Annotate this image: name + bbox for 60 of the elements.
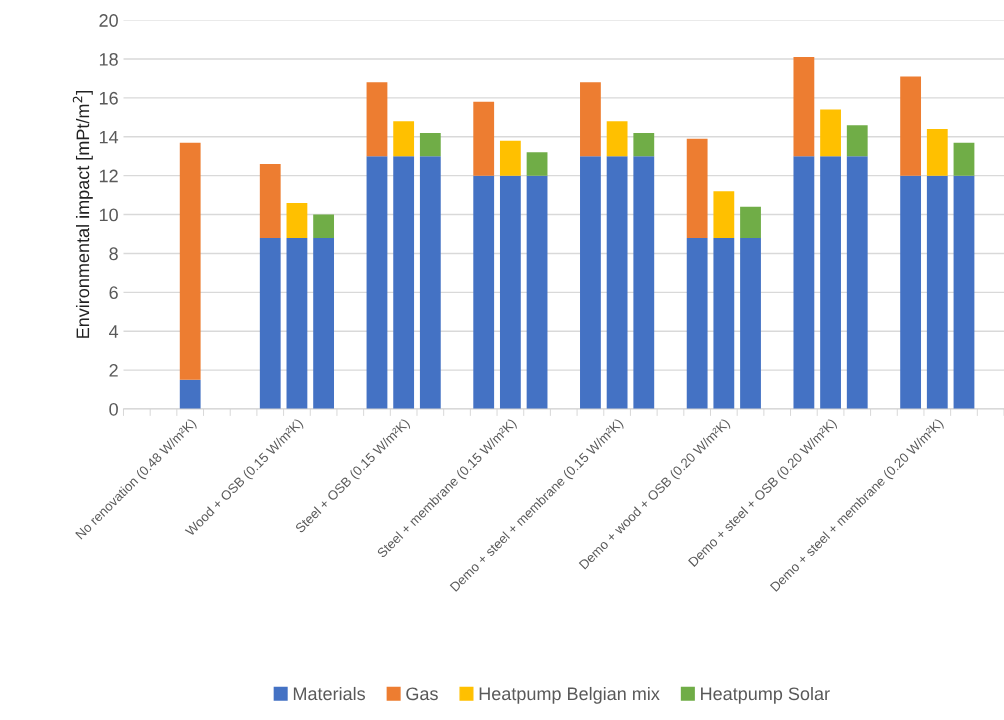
bar [686,237,708,409]
bar [953,175,975,409]
bar [286,237,308,409]
bar [953,142,975,176]
bar [286,202,308,238]
bar [846,156,868,409]
bar [526,152,548,176]
bar [580,82,601,157]
y-tick-label: 8 [109,247,118,261]
bar [499,175,521,409]
bar [179,142,201,380]
bar [713,191,735,238]
bar [793,57,815,157]
bar [606,156,628,409]
bar [633,132,655,157]
bar [900,175,922,409]
bar [686,138,708,238]
legend-label: Gas [406,687,438,701]
bar [473,175,495,409]
bar [633,156,655,409]
y-tick-label: 0 [109,402,118,416]
bar [820,109,841,157]
bar [419,132,441,157]
legend-label: Heatpump Belgian mix [479,686,660,704]
bar [846,125,868,157]
bar [606,121,628,157]
y-tick-label: 14 [99,130,119,144]
bar [366,156,388,409]
y-tick-label: 16 [99,91,118,105]
bar [793,156,815,409]
bar [740,206,761,238]
y-tick-label: 18 [99,52,118,66]
y-tick-label: 10 [99,208,118,222]
bar [926,129,948,176]
bar [820,156,841,409]
bar [926,175,948,409]
bar [740,237,761,409]
bar [499,140,521,176]
bar [313,237,335,409]
y-tick-label: 4 [109,325,119,338]
y-axis-title: Environmental impact [mPt/m$^{2}$] [72,91,93,338]
bar [179,379,201,409]
bar [473,101,495,176]
legend-label: Heatpump Solar [701,686,830,704]
y-tick-label: 2 [109,364,118,377]
bar [713,237,735,409]
y-tick-label: 6 [109,286,118,300]
y-tick-label: 20 [99,14,118,27]
bar [313,214,335,238]
bar [366,82,388,157]
bar [580,156,601,409]
bar [393,156,415,409]
bar [259,164,281,238]
bar [900,76,922,176]
y-tick-label: 12 [99,169,118,183]
legend-label: Materials [293,686,366,701]
bar [259,237,281,409]
bar [393,121,415,157]
bar [419,156,441,409]
bar [526,175,548,409]
